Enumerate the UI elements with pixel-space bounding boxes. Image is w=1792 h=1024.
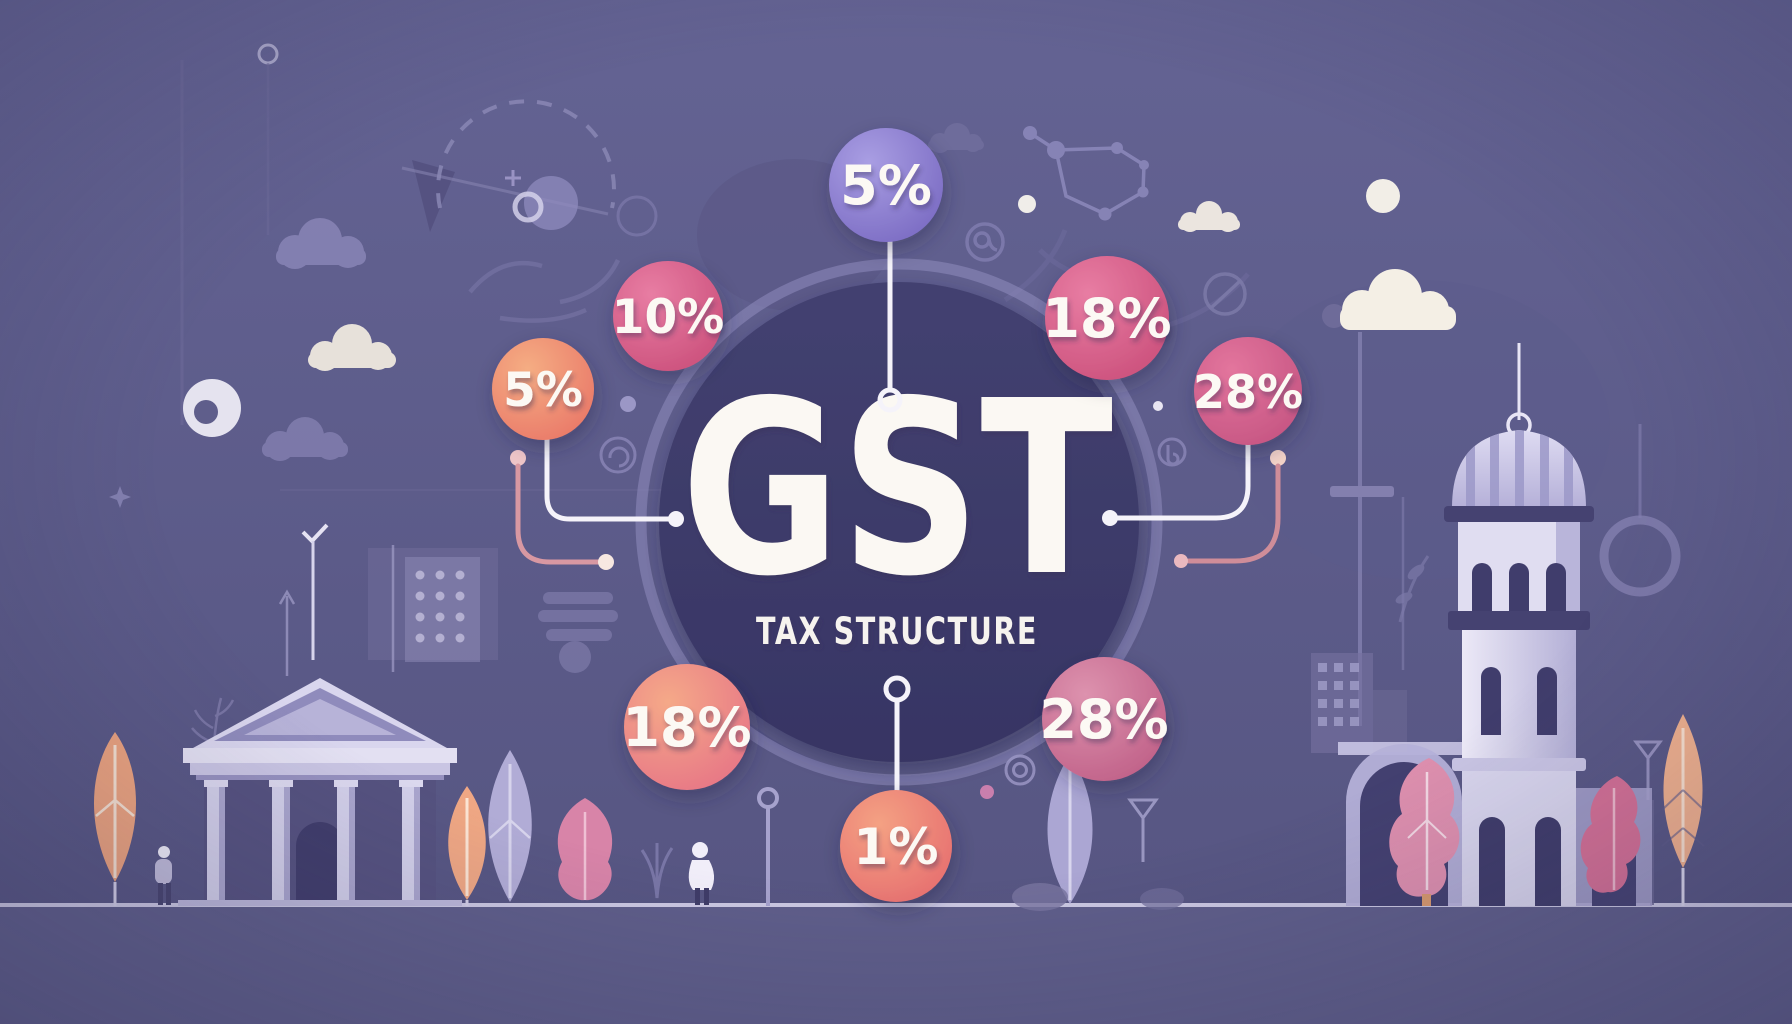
dot-white [1018,195,1036,213]
rate-bubble-right: 28% [1193,337,1303,445]
tower-window [1481,667,1501,735]
dot-white [1153,401,1163,411]
rate-label: 18% [622,696,751,759]
bush [1140,888,1184,910]
colonnade-arch [1546,563,1566,611]
rate-label: 1% [854,818,939,876]
bush [1012,883,1068,911]
connector-dot [1174,554,1188,568]
sun-icon [1366,179,1400,213]
rate-bubble-top: 5% [829,128,943,242]
colonnade-arch [1472,563,1492,611]
connector-dot [668,511,684,527]
dot-pink [980,785,994,799]
tower-ledge [1452,758,1586,771]
entablature-band [190,763,450,775]
rate-bubble-left: 5% [492,338,594,440]
dome-base-band [1444,506,1594,522]
rate-label: 28% [1193,365,1303,419]
tower-window [1537,667,1557,735]
center-subtitle: TAX STRUCTURE [756,610,1038,653]
colonnade-arch [1509,563,1529,611]
connector-dot [1102,510,1118,526]
tower-band [1448,611,1590,630]
tower-shaft [1462,630,1576,758]
tower-door [1535,817,1561,906]
dot-lavender [620,396,636,412]
tower-door [1479,817,1505,906]
entablature-shadow [196,775,444,780]
rate-label: 18% [1042,287,1171,350]
city-block [368,548,498,662]
building-base [178,900,462,906]
connector-dot [598,554,614,570]
building-door [296,822,344,906]
donut-icon [183,379,241,437]
ground-area [0,906,1792,1024]
rate-label: 10% [612,290,725,345]
entablature [183,748,457,763]
rate-label: 5% [503,363,583,418]
rate-bubble-bottom: 1% [840,790,952,902]
rate-label: 5% [840,154,932,217]
rate-label: 28% [1039,688,1168,751]
